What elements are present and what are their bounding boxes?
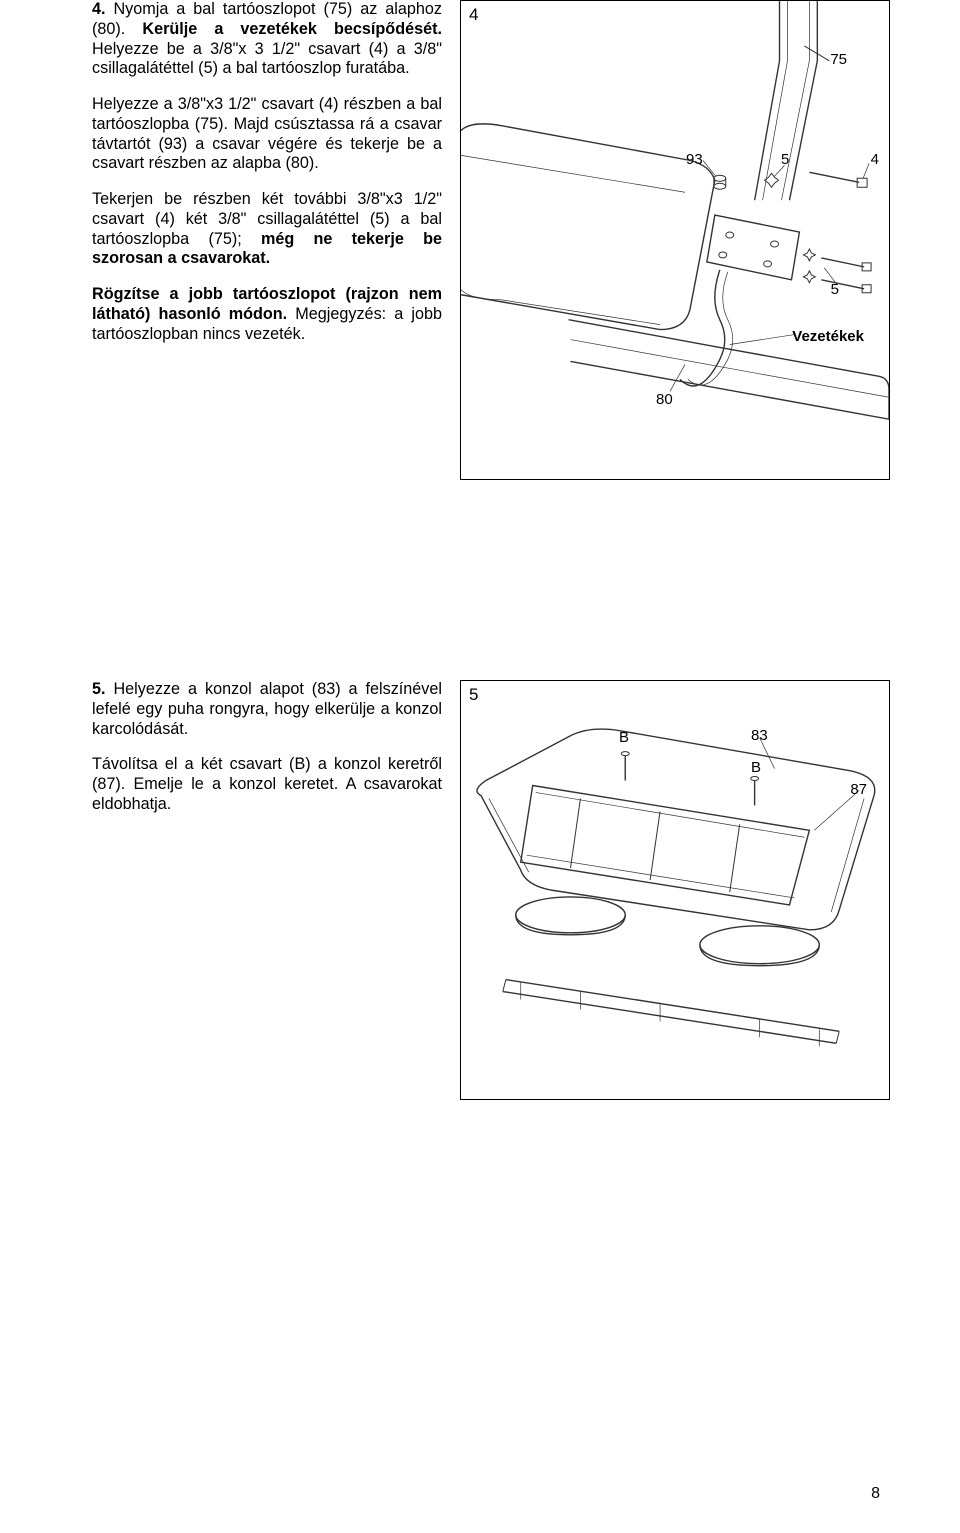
label-75: 75: [830, 51, 847, 68]
step-5-p1: Helyezze a konzol alapot (83) a felszíné…: [92, 680, 442, 738]
step-4-p1c: Helyezze be a 3/8"x 3 1/2" csavart (4) a…: [92, 40, 442, 78]
label-B1: B: [619, 729, 629, 746]
figure-5: 5 B 83 B 87: [460, 680, 890, 1100]
figure-4-number: 4: [469, 5, 478, 25]
page-number: 8: [871, 1485, 880, 1503]
step-4-p2: Helyezze a 3/8"x3 1/2" csavart (4) részb…: [92, 95, 442, 174]
step-4-text: 4. Nyomja a bal tartóoszlopot (75) az al…: [92, 0, 442, 344]
label-87: 87: [850, 781, 867, 798]
figure-4: 4 75 93 5 4 5 Vezetékek 80: [460, 0, 890, 480]
figure-5-drawing: [461, 681, 889, 1099]
step-5-block: 5. Helyezze a konzol alapot (83) a felsz…: [92, 680, 890, 1100]
label-vezetekek: Vezetékek: [792, 328, 864, 345]
label-80: 80: [656, 391, 673, 408]
label-83: 83: [751, 727, 768, 744]
step-4-block: 4. Nyomja a bal tartóoszlopot (75) az al…: [92, 0, 890, 480]
label-4: 4: [871, 151, 879, 168]
step-5-text: 5. Helyezze a konzol alapot (83) a felsz…: [92, 680, 442, 815]
label-B2: B: [751, 759, 761, 776]
label-5a: 5: [781, 151, 789, 168]
step-4-p1b: Kerülje a vezetékek becsípődését.: [142, 20, 442, 38]
label-5b: 5: [831, 281, 839, 298]
figure-4-drawing: [461, 1, 889, 479]
step-4-number: 4.: [92, 0, 106, 18]
step-5-number: 5.: [92, 680, 106, 698]
label-93: 93: [686, 151, 703, 168]
figure-5-number: 5: [469, 685, 478, 705]
step-5-p2: Távolítsa el a két csavart (B) a konzol …: [92, 755, 442, 814]
